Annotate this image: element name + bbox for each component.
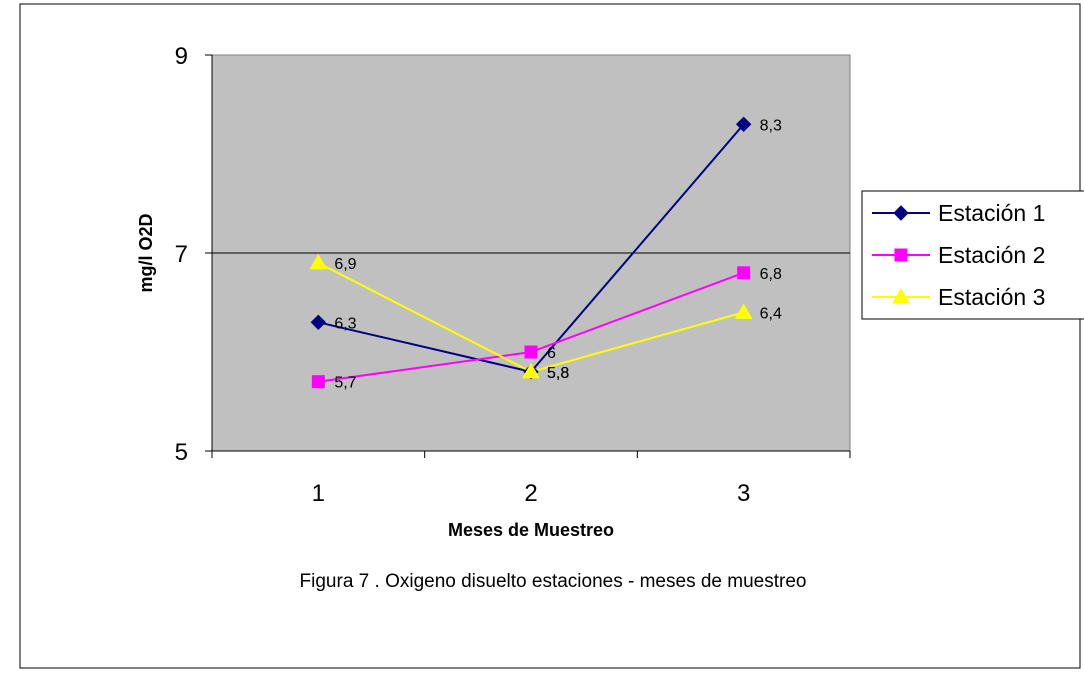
data-point-estacion-3 — [522, 362, 540, 379]
y-axis-title: mg/l O2D — [136, 213, 156, 292]
x-axis-title: Meses de Muestreo — [448, 520, 614, 540]
data-label-estacion-2: 6 — [547, 345, 556, 362]
legend-label-estacion-2: Estación 2 — [938, 242, 1045, 268]
x-tick-label: 2 — [524, 480, 537, 507]
data-point-estacion-2 — [311, 375, 325, 389]
data-point-estacion-3 — [309, 253, 328, 270]
x-tick-label: 1 — [312, 480, 325, 507]
data-label-estacion-1: 8,3 — [760, 117, 782, 134]
legend-label-estacion-1: Estación 1 — [938, 200, 1045, 226]
data-point-estacion-2 — [737, 266, 751, 280]
legend-label-estacion-3: Estación 3 — [938, 284, 1045, 310]
data-label-estacion-1: 5,8 — [547, 365, 569, 382]
legend-marker-estacion-1 — [893, 205, 909, 221]
data-point-estacion-1 — [310, 314, 327, 331]
legend-marker-estacion-2 — [894, 248, 908, 262]
legend-marker-estacion-3 — [892, 287, 910, 304]
y-tick-label: 5 — [175, 439, 188, 466]
figure-caption: Figura 7 . Oxigeno disuelto estaciones -… — [300, 571, 807, 592]
x-tick-label: 3 — [737, 480, 750, 507]
y-tick-label: 7 — [175, 241, 188, 268]
data-label-estacion-3: 6,9 — [334, 256, 356, 273]
y-tick-label: 9 — [175, 43, 188, 70]
data-point-estacion-3 — [734, 303, 753, 319]
data-label-estacion-3: 5,8 — [547, 365, 569, 382]
data-point-estacion-2 — [524, 345, 538, 359]
data-label-estacion-2: 5,7 — [334, 375, 356, 392]
data-point-estacion-1 — [735, 116, 752, 133]
legend: Estación 1 Estación 2 Estación 3 — [861, 190, 1084, 320]
data-label-estacion-2: 6,8 — [760, 266, 782, 283]
data-label-estacion-1: 6,3 — [334, 315, 356, 332]
data-label-estacion-3: 6,4 — [760, 305, 782, 322]
